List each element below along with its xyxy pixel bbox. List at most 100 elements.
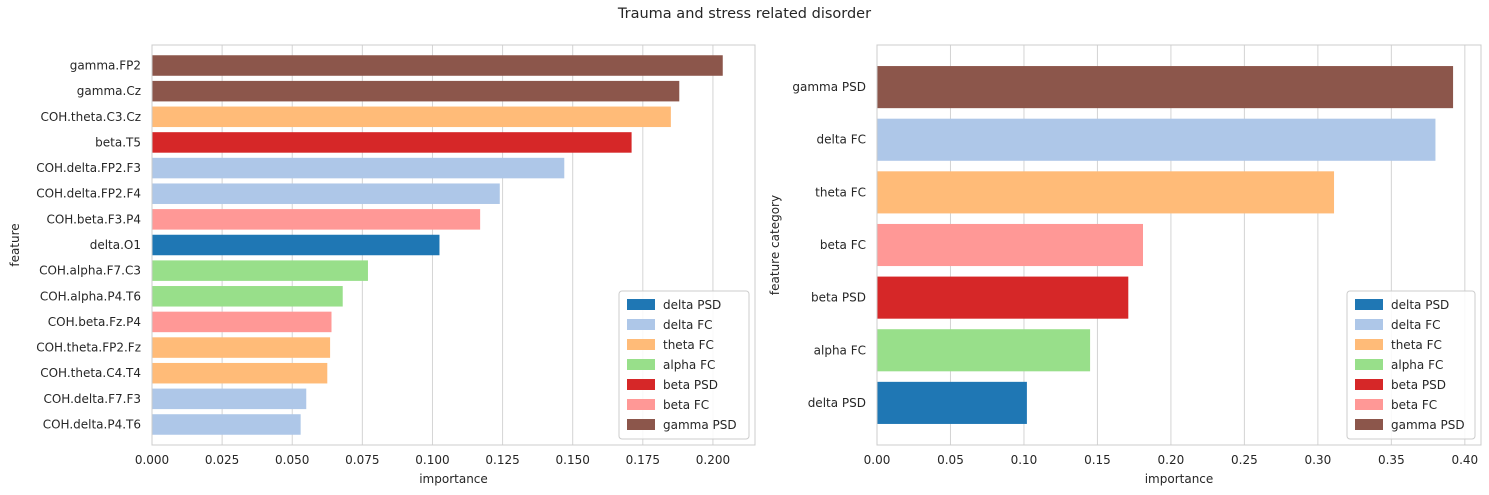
legend-swatch: [627, 379, 655, 390]
bar: [152, 286, 343, 307]
x-tick-label: 0.200: [696, 453, 730, 467]
y-tick-label: COH.beta.F3.P4: [46, 212, 141, 226]
bar: [152, 260, 368, 281]
legend-swatch: [627, 319, 655, 330]
y-tick-label: gamma.Cz: [77, 84, 141, 98]
legend-swatch: [1355, 359, 1383, 370]
bar: [152, 311, 332, 333]
x-tick-label: 0.125: [485, 453, 519, 467]
bar: [152, 362, 328, 384]
legend-label: beta PSD: [663, 378, 718, 392]
legend-swatch: [627, 359, 655, 370]
bar: [877, 66, 1454, 109]
legend-swatch: [1355, 419, 1383, 430]
bar: [152, 106, 671, 128]
y-tick-label: COH.theta.C3.Cz: [40, 110, 141, 124]
legend-label: beta FC: [1391, 398, 1437, 412]
bar: [152, 388, 307, 410]
x-tick-label: 0.050: [275, 453, 309, 467]
x-tick-label: 0.100: [415, 453, 449, 467]
y-tick-label: beta PSD: [811, 291, 866, 305]
legend-label: delta PSD: [1391, 298, 1449, 312]
bar: [877, 223, 1143, 267]
x-tick-label: 0.025: [205, 453, 239, 467]
bar: [152, 157, 565, 179]
x-tick-label: 0.30: [1305, 453, 1332, 467]
x-tick-label: 0.000: [135, 453, 169, 467]
legend-label: gamma PSD: [1391, 418, 1465, 432]
y-axis-label: feature category: [768, 195, 782, 295]
axes-frame: [876, 44, 1482, 446]
y-tick-label: alpha FC: [814, 343, 866, 357]
legend-label: delta FC: [1391, 318, 1441, 332]
legend-label: theta FC: [663, 338, 714, 352]
category-importance-chart: gamma PSD delta FC theta FC beta FC beta PSD…: [768, 44, 1482, 486]
y-tick-label: COH.delta.FP2.F3: [36, 161, 141, 175]
legend-swatch: [627, 339, 655, 350]
y-tick-label: gamma PSD: [792, 80, 866, 94]
y-tick-label: COH.beta.Fz.P4: [48, 315, 141, 329]
x-tick-label: 0.00: [864, 453, 891, 467]
x-tick-label: 0.175: [626, 453, 660, 467]
bar: [152, 80, 680, 102]
legend-swatch: [627, 399, 655, 410]
legend-swatch: [1355, 299, 1383, 310]
y-tick-label: delta PSD: [808, 396, 866, 410]
bar: [152, 209, 481, 230]
x-tick-label: 0.25: [1231, 453, 1258, 467]
legend-swatch: [1355, 399, 1383, 410]
bar: [152, 414, 301, 435]
y-tick-label: gamma.FP2: [70, 59, 141, 73]
bar: [877, 381, 1027, 424]
legend-label: alpha FC: [663, 358, 715, 372]
bar: [152, 55, 723, 76]
legend: delta PSD delta FC theta FC alpha FC beta PS…: [618, 290, 750, 440]
y-tick-label: COH.alpha.P4.T6: [40, 289, 141, 303]
legend-swatch: [627, 419, 655, 430]
y-tick-label: COH.theta.FP2.Fz: [36, 341, 141, 355]
bar: [877, 118, 1436, 161]
legend-swatch: [1355, 319, 1383, 330]
x-tick-label: 0.10: [1011, 453, 1038, 467]
bar: [877, 171, 1335, 214]
legend-label: gamma PSD: [663, 418, 737, 432]
x-axis-label: importance: [419, 472, 488, 486]
legend-label: delta FC: [663, 318, 713, 332]
x-axis-label: importance: [1145, 472, 1214, 486]
legend-label: delta PSD: [663, 298, 721, 312]
figure-title: Trauma and stress related disorder: [617, 6, 872, 22]
x-tick-label: 0.05: [937, 453, 964, 467]
legend-swatch: [1355, 339, 1383, 350]
legend: delta PSD delta FC theta FC alpha FC beta PS…: [1346, 290, 1476, 440]
y-tick-label: delta.O1: [90, 238, 141, 252]
x-tick-label: 0.150: [556, 453, 590, 467]
y-tick-label: COH.delta.FP2.F4: [36, 187, 141, 201]
x-tick-label: 0.075: [345, 453, 379, 467]
legend-label: beta FC: [663, 398, 709, 412]
bar: [877, 329, 1091, 372]
bar: [152, 183, 500, 204]
y-tick-label: COH.alpha.F7.C3: [39, 264, 141, 278]
x-tick-label: 0.35: [1378, 453, 1405, 467]
x-tick-label: 0.15: [1084, 453, 1111, 467]
y-tick-label: theta FC: [815, 185, 866, 199]
legend-swatch: [1355, 379, 1383, 390]
y-tick-label: COH.delta.P4.T6: [43, 417, 141, 431]
y-tick-label: delta FC: [817, 133, 867, 147]
bar: [152, 337, 331, 358]
y-tick-label: COH.theta.C4.T4: [40, 366, 141, 380]
bar: [152, 132, 632, 153]
bar: [877, 276, 1129, 319]
legend-label: alpha FC: [1391, 358, 1443, 372]
legend-label: theta FC: [1391, 338, 1442, 352]
y-tick-label: beta.T5: [95, 135, 141, 149]
legend-swatch: [627, 299, 655, 310]
axes-frame: [151, 44, 756, 446]
y-axis-label: feature: [8, 223, 22, 266]
y-tick-label: beta FC: [820, 238, 866, 252]
y-tick-label: COH.delta.F7.F3: [43, 392, 141, 406]
bar: [152, 234, 440, 256]
x-tick-label: 0.20: [1158, 453, 1185, 467]
feature-importance-chart: gamma.FP2 gamma.Cz COH.theta.C3.Cz beta.T5 C…: [8, 44, 756, 486]
